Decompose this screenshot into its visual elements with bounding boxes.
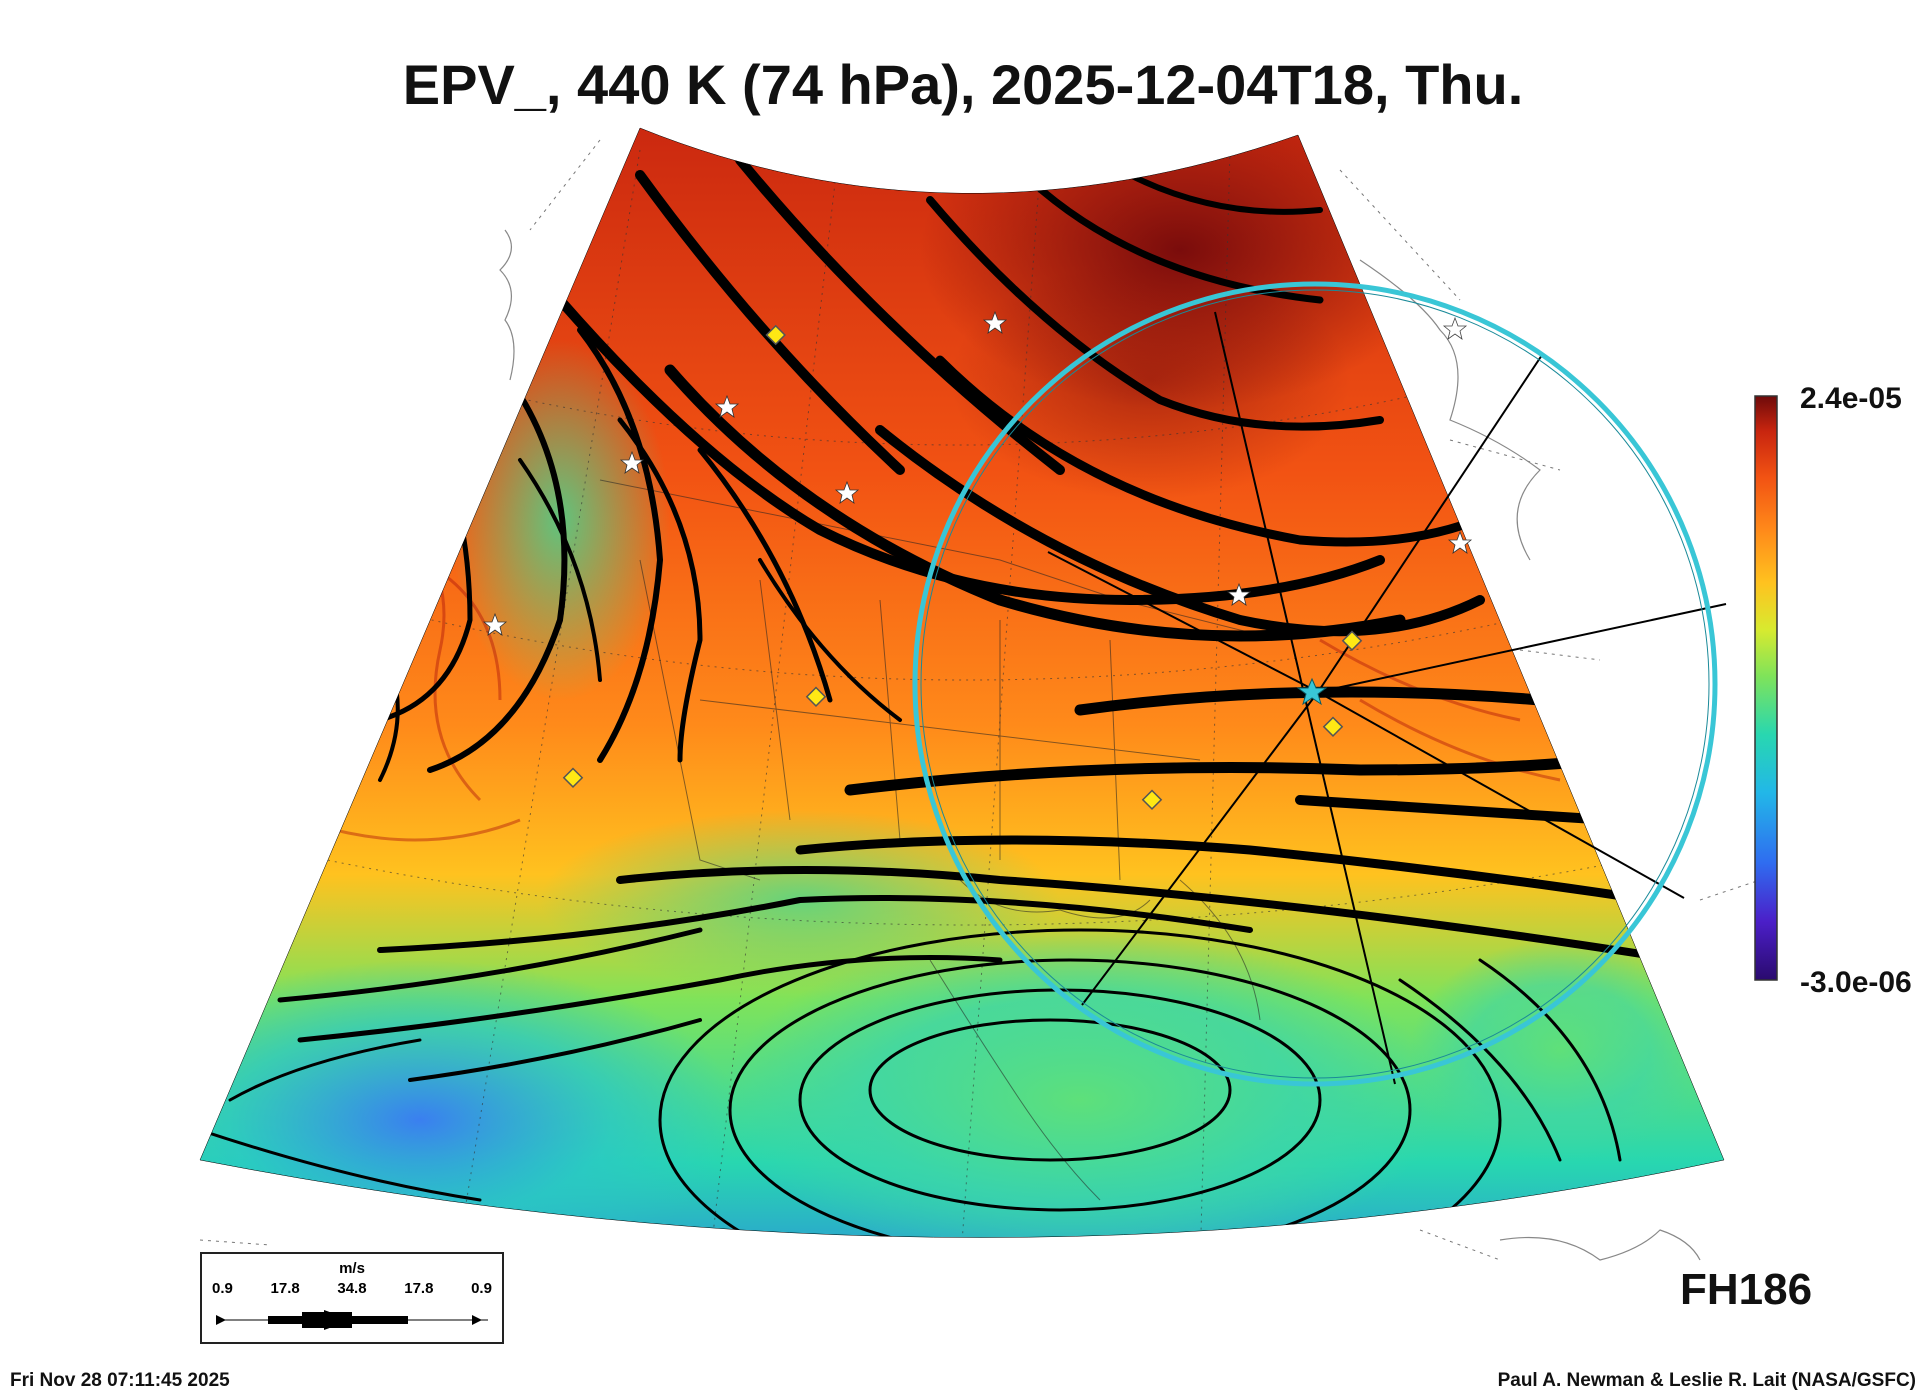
streamline-gyre	[868, 1018, 1232, 1162]
forecast-hour-label: FH186	[1680, 1265, 1813, 1314]
wind-legend-tick: 34.8	[337, 1280, 367, 1297]
star-marker	[1442, 316, 1468, 340]
diamond-marker	[1141, 789, 1163, 810]
outer-coastlines	[499, 229, 1701, 1261]
colorbar-max-label: 2.4e-05	[1800, 382, 1902, 415]
streamline	[926, 196, 1384, 431]
center-star-marker	[1296, 677, 1328, 706]
streamline	[297, 955, 1003, 1043]
outer-graticule	[199, 139, 1761, 1261]
streamline	[935, 355, 1505, 547]
streamline	[758, 558, 902, 722]
star-marker	[482, 612, 508, 636]
diamond-marker	[1341, 630, 1363, 651]
cyan-range-ring	[912, 281, 1718, 1087]
star-marker	[714, 394, 740, 418]
streamline	[277, 927, 703, 1003]
colorbar	[1754, 395, 1778, 981]
streamline	[617, 417, 703, 763]
streamline	[616, 866, 1684, 964]
map-sector-outline	[199, 127, 1725, 1238]
wind-legend-arrow	[216, 1310, 488, 1330]
star-marker	[1226, 582, 1252, 606]
wind-legend-tick: 17.8	[404, 1280, 434, 1297]
streamline	[228, 1038, 422, 1102]
colorbar-min-label: -3.0e-06	[1800, 966, 1912, 999]
footer-credit: Paul A. Newman & Leslie R. Lait (NASA/GS…	[1497, 1370, 1916, 1391]
diamond-marker	[1322, 716, 1344, 737]
streamline	[795, 835, 1655, 905]
diamond-marker	[765, 324, 786, 346]
streamline	[735, 155, 1065, 475]
star-marker	[1447, 530, 1473, 554]
station-stars	[482, 310, 1473, 636]
map-title: EPV_, 440 K (74 hPa), 2025-12-04T18, Thu…	[402, 53, 1524, 116]
streamline	[427, 377, 568, 773]
streamline	[875, 425, 1485, 637]
epv-field	[200, 128, 1724, 1238]
wind-legend-tick: 0.9	[471, 1280, 492, 1297]
star-marker	[834, 480, 860, 504]
streamline-gyre	[658, 928, 1502, 1238]
star-marker	[982, 310, 1008, 334]
wind-legend-units: m/s	[339, 1260, 365, 1277]
streamline	[635, 170, 905, 475]
streamline	[200, 1128, 482, 1202]
streamline	[697, 447, 833, 703]
streamline	[1398, 978, 1562, 1162]
wind-legend-tick: 0.9	[212, 1280, 233, 1297]
wind-legend-tick: 17.8	[270, 1280, 300, 1297]
streamline	[1026, 176, 1324, 304]
diamond-marker	[562, 767, 584, 788]
diamond-marker	[805, 686, 827, 707]
streamline	[377, 895, 1253, 953]
cyan-range-ring-inner	[920, 289, 1710, 1079]
streamlines	[200, 155, 1684, 1238]
streamline	[844, 754, 1606, 796]
streamline	[408, 1018, 702, 1082]
wind-speed-legend: m/s 0.9 17.8 34.8 17.8 0.9	[200, 1252, 504, 1344]
streamline	[664, 364, 1406, 642]
streamline	[1478, 958, 1622, 1162]
footer-timestamp: Fri Nov 28 07:11:45 2025	[10, 1370, 230, 1391]
diamond-markers	[562, 324, 1363, 810]
wind-legend-ticks: 0.9 17.8 34.8 17.8 0.9	[212, 1280, 492, 1297]
streamline-gyre	[728, 958, 1412, 1238]
streamline	[1295, 795, 1615, 825]
streamline	[1127, 172, 1323, 215]
star-marker	[619, 450, 645, 474]
streamline	[577, 327, 664, 763]
streamline	[518, 458, 602, 682]
